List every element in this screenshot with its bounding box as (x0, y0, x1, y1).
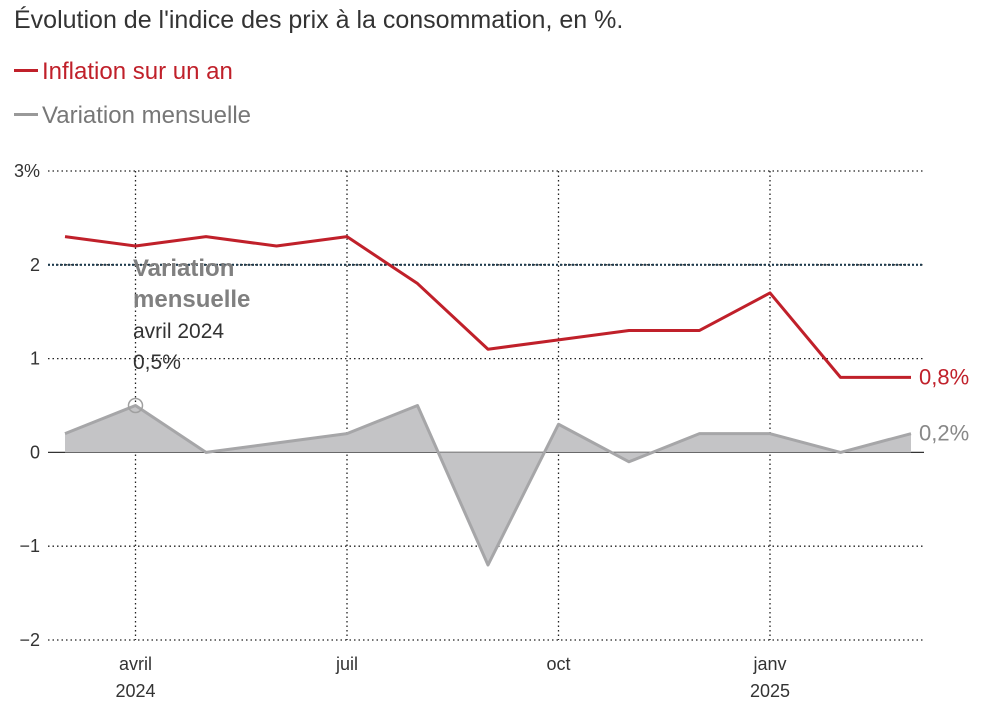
x-tick-label: avril (119, 654, 152, 674)
y-tick-label: 3% (14, 161, 40, 181)
monthly-variation-area (65, 405, 911, 565)
annotation-marker (127, 397, 144, 414)
annotation-date: avril 2024 (133, 320, 224, 343)
legend-label-monthly: Variation mensuelle (42, 102, 252, 129)
y-tick-label: 0 (30, 442, 40, 462)
y-tick-label: −2 (19, 630, 40, 650)
legend-item-monthly: Variation mensuelle (14, 102, 251, 130)
annotation-value: 0,5% (133, 351, 181, 374)
legend-swatch-monthly (14, 113, 38, 117)
legend-label-inflation: Inflation sur un an (42, 58, 233, 85)
x-tick-sublabel: 2025 (750, 681, 790, 701)
annotation-title-line2: mensuelle (133, 286, 250, 313)
annotation: Variation mensuelle avril 2024 0,5% (133, 255, 250, 374)
legend-swatch-inflation (14, 69, 38, 73)
y-tick-label: −1 (19, 536, 40, 556)
y-tick-label: 1 (30, 349, 40, 369)
y-tick-label: 2 (30, 255, 40, 275)
x-tick-sublabel: 2024 (115, 681, 155, 701)
lines-layer (64, 235, 912, 567)
monthly-variation-line (64, 404, 912, 567)
x-tick-label: juil (335, 654, 358, 674)
end-label-inflation: 0,8% (919, 364, 969, 389)
inflation-line (64, 235, 911, 379)
labels-layer: 3% 2 1 0 −1 −2 avril 2024 juil oct janv 2025 (14, 161, 790, 701)
x-tick-label: oct (546, 654, 570, 674)
annotation-title-line1: Variation (133, 255, 234, 282)
end-label-monthly: 0,2% (919, 421, 969, 446)
x-tick-label: janv (752, 654, 786, 674)
monthly-area-layer (65, 405, 911, 565)
chart-title: Évolution de l'indice des prix à la cons… (14, 6, 624, 34)
legend-item-inflation: Inflation sur un an (14, 58, 233, 86)
